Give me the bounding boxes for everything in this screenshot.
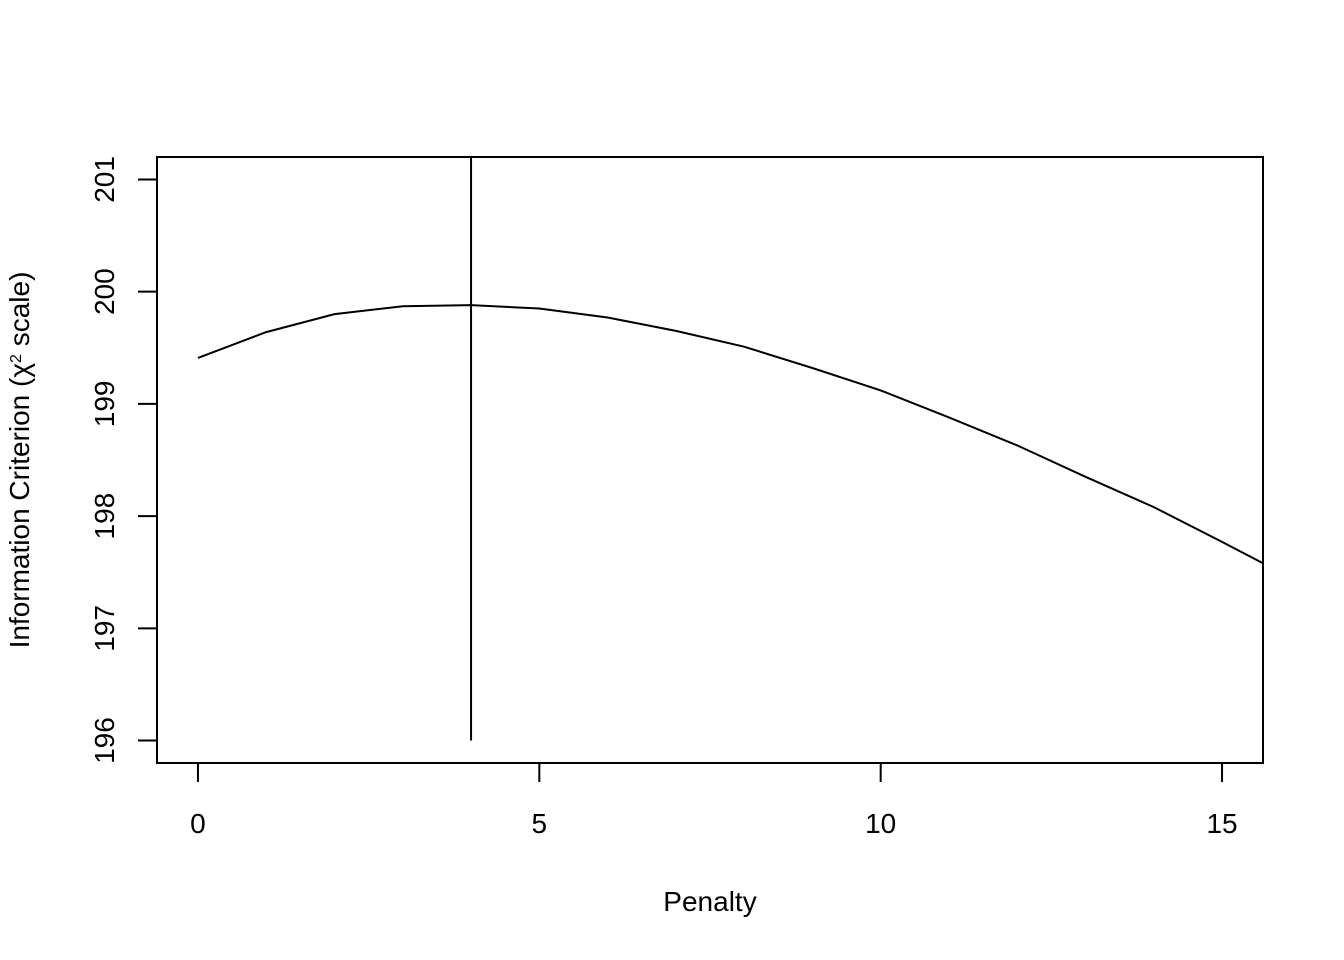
x-axis: 0 5 10 15 [190, 762, 1238, 839]
y-tick-label: 198 [89, 493, 120, 540]
x-tick-label: 15 [1206, 808, 1237, 839]
plot-frame [156, 156, 1264, 764]
x-tick-label: 5 [532, 808, 548, 839]
x-axis-title: Penalty [663, 886, 756, 917]
y-tick-label: 201 [89, 156, 120, 203]
y-axis-title-prefix: Information Criterion ( [4, 377, 35, 648]
y-tick-label: 200 [89, 268, 120, 315]
y-tick-label: 196 [89, 717, 120, 764]
x-tick-label: 0 [190, 808, 206, 839]
y-tick-label: 199 [89, 381, 120, 428]
y-tick-label: 197 [89, 605, 120, 652]
y-axis-title-superscript: 2 [8, 354, 25, 363]
y-axis-title: Information Criterion (χ2 scale) [4, 272, 35, 649]
plot-marks [197, 157, 1264, 741]
series-line [197, 304, 1264, 565]
x-tick-label: 10 [865, 808, 896, 839]
y-axis: 196 197 198 199 200 201 [89, 156, 158, 764]
y-axis-title-symbol: χ [4, 363, 35, 378]
y-axis-title-suffix: scale) [4, 272, 35, 354]
